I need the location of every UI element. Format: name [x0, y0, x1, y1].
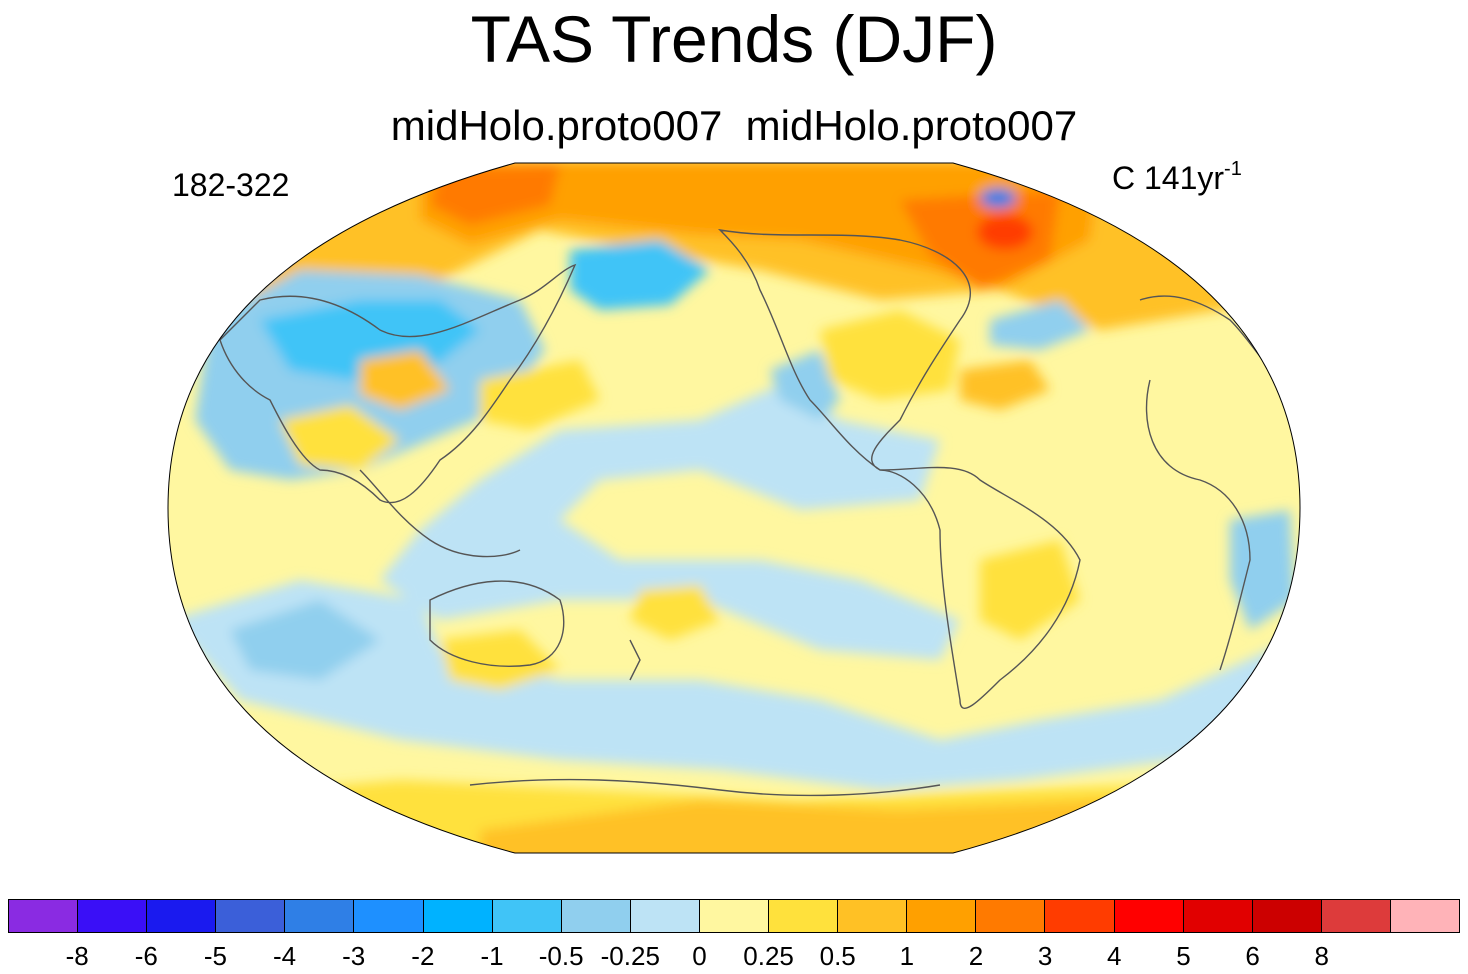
plot-title: TAS Trends (DJF): [470, 2, 998, 76]
colorbar-box: [975, 899, 1046, 933]
colorbar-box: [1389, 899, 1460, 933]
barents-hotspot: [977, 214, 1033, 250]
china-warming: [360, 350, 450, 410]
siberia-strong-warming: [430, 165, 560, 225]
colorbar-tick-label: -8: [65, 941, 89, 971]
colorbar-tick-label: 6: [1245, 941, 1260, 971]
australia-warming: [440, 630, 560, 690]
colorbar-box: [1044, 899, 1115, 933]
colorbar-tick-label: -0.5: [538, 941, 584, 971]
colorbar-box: [698, 899, 770, 933]
colorbar-tick-label: -2: [411, 941, 435, 971]
colorbar-tick-label: -0.25: [600, 941, 660, 971]
north-atlantic-warming: [960, 360, 1050, 410]
south-america-mixed: [980, 540, 1080, 640]
colorbar-box: [1320, 899, 1391, 933]
na-west-cool: [770, 350, 840, 420]
colorbar-box: [1182, 899, 1253, 933]
plot-subtitle: midHolo.proto007 midHolo.proto007: [390, 102, 1078, 149]
colorbar-tick-label: 2: [968, 941, 984, 971]
atlantic-cooling: [990, 300, 1090, 350]
africa-east-cool: [1230, 510, 1295, 630]
colorbar-tick-label: 0.25: [743, 941, 794, 971]
colorbar-tick-label: 3: [1037, 941, 1053, 971]
india-warming: [280, 405, 400, 470]
colorbar-tick-label: 0.5: [819, 941, 856, 971]
colorbar-box: [491, 899, 562, 933]
year-range-label: 182-322: [172, 167, 290, 203]
colorbar-tick-label: -1: [480, 941, 504, 971]
colorbar-box: [353, 899, 424, 933]
north-pacific-warm: [480, 360, 600, 430]
colorbar-box: [77, 899, 148, 933]
arctic-warm-core: [420, 163, 1100, 290]
colorbar-tick-label: 1: [899, 941, 915, 971]
colorbar-box: [629, 899, 700, 933]
colorbar-tick-label: -5: [203, 941, 227, 971]
colorbar-box: [8, 899, 79, 933]
colorbar-box: [1251, 899, 1322, 933]
colorbar-box: [560, 899, 631, 933]
greenland-cool-spot: [980, 188, 1016, 208]
colorbar-tick-label: 0: [692, 941, 707, 971]
pacific-warm-patch: [630, 585, 720, 640]
colorbar-box: [215, 899, 286, 933]
pacific-cool-tongue: [380, 380, 960, 660]
units-main: C 141yr: [1112, 160, 1225, 196]
colorbar-tick-label: 8: [1314, 941, 1329, 971]
kamchatka-cooling: [570, 240, 710, 310]
colorbar: [8, 899, 1460, 933]
colorbar-tick-label: 5: [1176, 941, 1191, 971]
southern-cool-band: [170, 580, 1290, 790]
colorbar-box: [146, 899, 217, 933]
colorbar-tick-labels: -8 -6 -5 -4 -3 -2 -1 -0.5 -0.25 0 0.25 0.5 1 2 3 4 5 6 8: [8, 940, 1460, 972]
map-border: [167, 162, 1301, 854]
colorbar-box: [422, 899, 493, 933]
colorbar-tick-label: -4: [273, 941, 297, 971]
colorbar-box: [284, 899, 355, 933]
colorbar-tick-label: -6: [134, 941, 158, 971]
units-label: C 141yr-1: [1112, 158, 1242, 198]
colorbar-box: [768, 899, 839, 933]
colorbar-box: [906, 899, 977, 933]
south-pacific-cool: [230, 600, 380, 680]
colorbar-box: [1113, 899, 1184, 933]
north-america-warming: [820, 310, 960, 400]
colorbar-tick-label: -3: [342, 941, 366, 971]
colorbar-box: [837, 899, 908, 933]
units-superscript: -1: [1224, 158, 1242, 180]
colorbar-tick-label: 4: [1107, 941, 1122, 971]
